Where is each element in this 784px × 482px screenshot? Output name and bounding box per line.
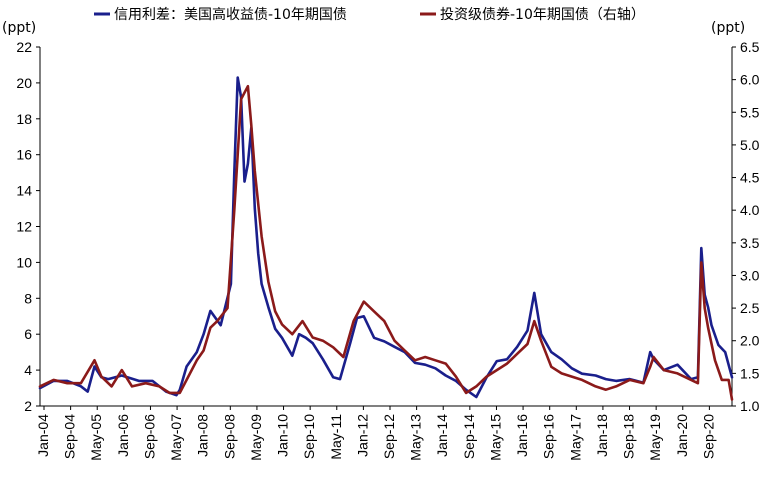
right-axis-tick-label: 3.0	[740, 267, 760, 283]
series-layer	[38, 76, 734, 401]
x-axis-tick-label: Sep-18	[621, 414, 637, 459]
left-axis-tick-label: 14	[16, 183, 32, 199]
left-axis-tick-label: 20	[16, 75, 32, 91]
right-axis-tick-label: 1.0	[740, 398, 760, 414]
x-axis-tick-label: Sep-20	[700, 414, 716, 459]
x-axis-tick-label: May-17	[567, 414, 583, 461]
x-axis-tick-label: Jan-04	[35, 414, 51, 457]
left-axis-tick-label: 2	[24, 398, 32, 414]
right-axis-tick-label: 1.5	[740, 365, 760, 381]
axes: 2 4 6 8 10 12 14 16 18 20 22 1.0 1.5 2.0 2.5 3.0 3.5 4.0 4…	[16, 39, 759, 461]
x-axis-tick-label: May-09	[248, 414, 264, 461]
right-axis-tick-label: 2.5	[740, 300, 760, 316]
right-axis-tick-label: 5.0	[740, 137, 760, 153]
left-axis-tick-label: 12	[16, 219, 32, 235]
x-axis-tick-label: May-15	[487, 414, 503, 461]
right-axis-tick-label: 3.5	[740, 235, 760, 251]
left-axis-tick-label: 18	[16, 111, 32, 127]
x-axis-tick-label: Sep-16	[541, 414, 557, 459]
right-axis-tick-label: 4.0	[740, 202, 760, 218]
x-axis-tick-label: Jan-14	[434, 414, 450, 457]
right-axis-tick-label: 5.5	[740, 104, 760, 120]
x-axis-tick-label: Jan-12	[354, 414, 370, 457]
x-axis-tick-label: Sep-08	[221, 414, 237, 459]
legend: 信用利差：美国高收益债-10年期国债 投资级债券-10年期国债（右轴）	[94, 6, 645, 23]
right-axis-tick-label: 6.5	[740, 39, 760, 55]
left-axis-tick-label: 6	[24, 326, 32, 342]
x-axis-tick-label: Sep-10	[301, 414, 317, 459]
left-axis-tick-label: 4	[24, 362, 32, 378]
legend-label-investment-grade: 投资级债券-10年期国债（右轴）	[440, 7, 645, 23]
right-axis-unit: (ppt)	[711, 20, 745, 36]
x-axis-tick-label: Jan-06	[115, 414, 131, 457]
x-axis-tick-label: Jan-10	[275, 414, 291, 457]
x-axis-tick-label: Sep-06	[141, 414, 157, 459]
x-axis-tick-label: May-11	[328, 414, 344, 460]
x-axis-tick-label: Jan-18	[594, 414, 610, 457]
series-line-high-yield	[38, 76, 734, 399]
x-axis-tick-label: May-07	[168, 414, 184, 461]
x-axis-tick-label: May-05	[88, 414, 104, 461]
right-axis-tick-label: 4.5	[740, 170, 760, 186]
left-axis-unit: (ppt)	[2, 20, 36, 36]
x-axis-tick-label: May-13	[408, 414, 424, 461]
left-axis-tick-label: 10	[16, 254, 32, 270]
x-axis-tick-label: Jan-20	[674, 414, 690, 457]
series-line-investment-grade	[38, 84, 734, 401]
right-axis-tick-label: 2.0	[740, 333, 760, 349]
x-axis-tick-label: May-19	[647, 414, 663, 461]
x-axis-tick-label: Jan-08	[195, 414, 211, 457]
x-axis-tick-label: Jan-16	[514, 414, 530, 457]
right-axis-tick-label: 6.0	[740, 72, 760, 88]
legend-label-high-yield: 信用利差：美国高收益债-10年期国债	[114, 6, 347, 23]
left-axis-tick-label: 16	[16, 147, 32, 163]
x-axis-tick-label: Sep-12	[381, 414, 397, 459]
x-axis-tick-label: Sep-04	[62, 414, 78, 459]
left-axis-tick-label: 8	[24, 290, 32, 306]
left-axis-tick-label: 22	[16, 39, 32, 55]
x-axis-tick-label: Sep-14	[461, 414, 477, 459]
